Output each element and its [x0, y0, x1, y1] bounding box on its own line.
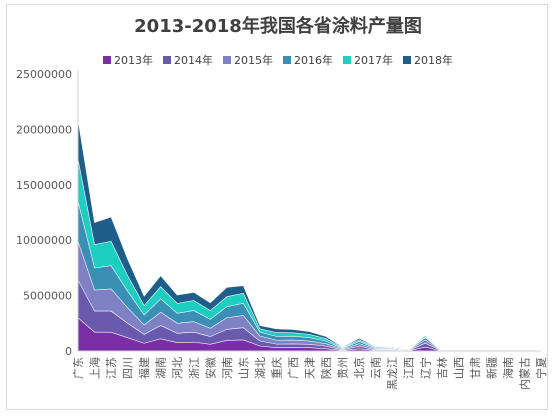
x-tick-label: 陕西 [319, 357, 333, 379]
x-tick-label: 辽宁 [418, 357, 432, 379]
x-tick-label: 河北 [171, 357, 184, 379]
x-tick-label: 吉林 [435, 357, 449, 379]
x-tick-label: 山西 [452, 357, 465, 379]
x-tick-label: 上海 [88, 357, 102, 379]
y-tick-label: 25000000 [16, 68, 72, 81]
legend-swatch [283, 56, 291, 64]
x-tick-label: 内蒙古 [517, 357, 531, 390]
chart-legend: 2013年 2014年 2015年 2016年 2017年 2018年 [0, 52, 556, 68]
x-tick-label: 四川 [122, 357, 135, 379]
legend-swatch [223, 56, 231, 64]
legend-label: 2016年 [294, 54, 333, 67]
y-tick-label: 5000000 [23, 290, 72, 303]
legend-item: 2018年 [403, 52, 453, 68]
legend-item: 2015年 [223, 52, 273, 68]
x-tick-label: 广西 [287, 357, 300, 379]
x-tick-label: 山东 [237, 357, 250, 379]
x-tick-label: 贵州 [337, 357, 350, 379]
legend-label: 2017年 [354, 54, 393, 67]
x-tick-label: 黑龙江 [386, 357, 399, 390]
y-tick-label: 0 [65, 345, 72, 358]
x-tick-label: 浙江 [188, 357, 201, 379]
x-tick-label: 广东 [72, 357, 85, 379]
legend-swatch [103, 56, 111, 64]
x-tick-label: 宁夏 [534, 357, 548, 379]
x-tick-label: 北京 [352, 357, 366, 379]
legend-label: 2014年 [174, 54, 213, 67]
legend-item: 2013年 [103, 52, 153, 68]
x-tick-label: 天津 [304, 357, 317, 379]
chart-title: 2013-2018年我国各省涂料产量图 [134, 16, 422, 37]
legend-swatch [343, 56, 351, 64]
x-tick-label: 河南 [221, 357, 234, 379]
legend-label: 2018年 [414, 54, 453, 67]
x-tick-label: 云南 [370, 357, 383, 379]
x-tick-label: 福建 [137, 357, 151, 379]
x-tick-label: 江西 [403, 357, 416, 379]
y-tick-label: 10000000 [16, 234, 72, 247]
legend-swatch [163, 56, 171, 64]
x-tick-label: 海南 [501, 357, 515, 379]
x-tick-label: 重庆 [269, 357, 283, 379]
x-tick-label: 新疆 [484, 357, 498, 379]
legend-item: 2014年 [163, 52, 213, 68]
x-tick-label: 江苏 [105, 357, 118, 379]
x-tick-label: 安徽 [203, 357, 217, 379]
x-tick-label: 甘肃 [469, 357, 482, 379]
x-tick-label: 湖北 [254, 357, 267, 379]
legend-swatch [403, 56, 411, 64]
y-tick-label: 15000000 [16, 179, 72, 192]
legend-item: 2016年 [283, 52, 333, 68]
y-tick-label: 20000000 [16, 123, 72, 136]
x-tick-label: 湖南 [155, 357, 168, 379]
legend-label: 2015年 [234, 54, 273, 67]
legend-item: 2017年 [343, 52, 393, 68]
legend-label: 2013年 [114, 54, 153, 67]
